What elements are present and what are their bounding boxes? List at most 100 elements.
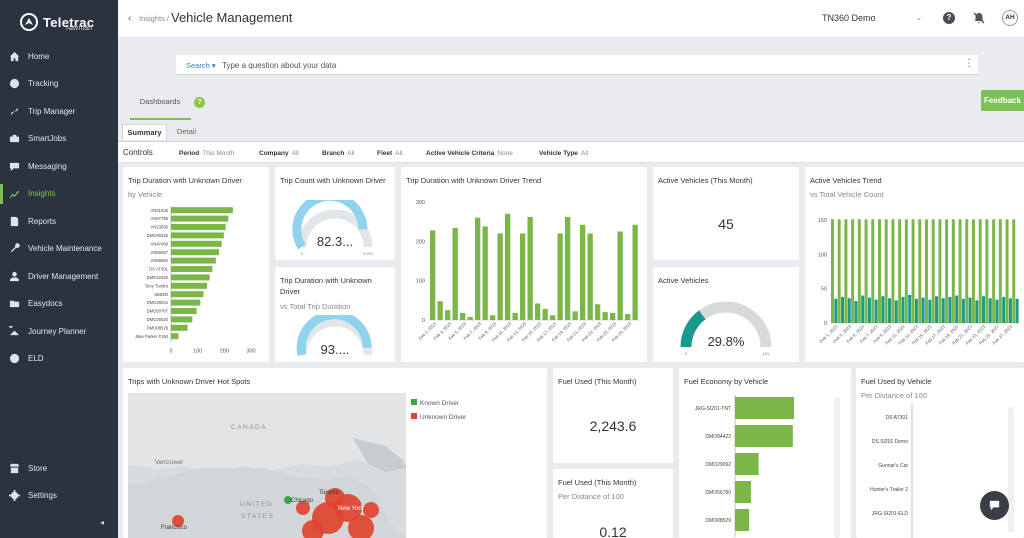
tab-summary[interactable]: Summary: [122, 124, 167, 140]
filter-value: All: [347, 150, 355, 157]
header: ‹ Insights / Vehicle Management TN360 De…: [118, 0, 1024, 38]
sidebar-item-reports[interactable]: Reports: [0, 211, 118, 231]
bar: [982, 296, 986, 323]
card-fuel-economy[interactable]: Fuel Economy by Vehicle JRG-SI201-TNT DMO…: [679, 368, 851, 538]
search-scope-dropdown[interactable]: Search ▾: [186, 61, 216, 70]
notifications-off-icon[interactable]: [972, 11, 986, 25]
briefcase-icon: [8, 133, 20, 145]
avatar[interactable]: AH: [1002, 10, 1018, 26]
search-input[interactable]: [222, 58, 922, 72]
bar: [171, 333, 179, 340]
bar: [587, 233, 593, 320]
map-label-chicago: Chicago: [291, 498, 314, 504]
card-active-vehicles[interactable]: Active Vehicles 29.8% 0 151: [653, 267, 799, 362]
account-selector[interactable]: TN360 Demo: [822, 13, 876, 23]
gauge-track: [297, 209, 373, 248]
card-hot-spots[interactable]: Trips with Unknown Driver Hot Spots CANA…: [123, 368, 547, 538]
tick-label: 100: [193, 348, 202, 354]
gauge-value: 93....: [321, 342, 350, 357]
bar: [951, 219, 955, 323]
bar: [861, 295, 865, 323]
legend-swatch-unknown: [411, 413, 417, 419]
tab-detail[interactable]: Detail: [176, 127, 197, 136]
sidebar-item-tracking[interactable]: Tracking: [0, 74, 118, 94]
bar: [935, 296, 939, 323]
breadcrumb[interactable]: Insights /: [139, 14, 170, 23]
bar: [171, 291, 204, 298]
gauge-value: 82.3...: [317, 234, 353, 249]
bar: [975, 300, 979, 323]
feedback-button[interactable]: Feedback: [981, 90, 1024, 111]
sidebar-item-driver-management[interactable]: Driver Management: [0, 266, 118, 286]
logo[interactable]: Teletrac: [20, 9, 94, 35]
back-icon[interactable]: ‹: [128, 13, 132, 24]
bar: [490, 315, 496, 320]
filter-fleet[interactable]: Fleet All: [377, 150, 402, 157]
sidebar-item-smartjobs[interactable]: SmartJobs: [0, 129, 118, 149]
chart-fuel-used-by-vehicle: DS AT301 DS SI201 Demo Gunnar's Car Hunter'…: [870, 403, 1014, 538]
dashboards-help-icon[interactable]: ?: [194, 97, 205, 108]
planner-icon: [8, 325, 20, 337]
card-trip-count[interactable]: Trip Count with Unknown Driver 82.3... 0 0…: [275, 167, 395, 260]
card-fuel-used-month[interactable]: Fuel Used (This Month) 2,243.6: [553, 368, 673, 463]
sidebar-item-store[interactable]: Store: [0, 458, 118, 478]
bar: [171, 207, 233, 214]
map-label-vancouver: Vancouver: [155, 460, 183, 466]
help-icon[interactable]: ?: [943, 12, 955, 24]
filter-branch[interactable]: Branch All: [322, 150, 355, 157]
hot-spots-map[interactable]: CANADA Vancouver UNITED STATES Chicago T…: [123, 368, 547, 538]
bar: [557, 233, 563, 320]
card-title: Trip Duration with Unknown Driver: [280, 276, 372, 296]
card-title: Trip Duration with Unknown Driver Trend: [406, 176, 542, 185]
sidebar-item-easydocs[interactable]: Easydocs: [0, 294, 118, 314]
filter-label: Vehicle Type: [539, 150, 578, 157]
filter-label: Company: [259, 150, 289, 157]
sidebar-item-vehicle-maintenance[interactable]: Vehicle Maintenance: [0, 239, 118, 259]
card-trip-duration-by-vehicle[interactable]: Trip Duration with Unknown Driver by Veh…: [123, 167, 269, 362]
tick-label: 300: [246, 348, 255, 354]
bar: [878, 219, 881, 323]
card-title: Trips with Unknown Driver Hot Spots: [128, 377, 251, 386]
sidebar-item-label: Store: [28, 463, 48, 473]
card-title: Trip Count with Unknown Driver: [280, 176, 386, 185]
card-trip-duration-vs-total[interactable]: Trip Duration with Unknown Driver vs Tot…: [275, 267, 395, 362]
gauge-value: 29.8%: [708, 334, 745, 349]
bar: [580, 224, 586, 320]
sidebar-item-settings[interactable]: Settings: [0, 486, 118, 506]
bar: [908, 294, 912, 323]
filter-company[interactable]: Company All: [259, 150, 299, 157]
bar: [958, 219, 962, 323]
sidebar-item-journey-planner[interactable]: Journey Planner: [0, 321, 118, 341]
bar: [735, 425, 793, 447]
chart-trip-duration-by-vehicle: VN41535 VN67785 VN23595 DMO49225 VN47468 VN69…: [135, 206, 256, 354]
sidebar-item-eld[interactable]: ELD: [0, 349, 118, 369]
filter-period[interactable]: Period This Month: [179, 150, 234, 157]
card-active-vehicles-trend[interactable]: Active Vehicles Trend vs Total Vehicle C…: [805, 167, 1024, 362]
bar: [1012, 219, 1016, 323]
sidebar-item-messaging[interactable]: Messaging: [0, 156, 118, 176]
sidebar-item-home[interactable]: Home: [0, 46, 118, 66]
chevron-down-icon[interactable]: ⌄: [915, 12, 923, 22]
bar: [978, 219, 982, 323]
gauge-trip-duration: 93....: [296, 315, 373, 357]
tick-label: DMO25520: [147, 317, 169, 322]
sidebar-item-insights[interactable]: Insights: [0, 183, 118, 204]
sidebar-item-trip-manager[interactable]: Trip Manager: [0, 101, 118, 121]
bar: [985, 219, 989, 323]
tab-dashboards[interactable]: Dashboards: [139, 97, 181, 106]
filter-active-vehicle-criteria[interactable]: Active Vehicle Criteria None: [426, 150, 513, 157]
tick-label: VN47468: [151, 241, 169, 246]
collapse-sidebar-button[interactable]: ◂: [100, 518, 105, 527]
bar: [928, 299, 932, 323]
card-active-vehicles-month[interactable]: Active Vehicles (This Month) 45: [653, 167, 799, 260]
bar: [901, 296, 905, 323]
bar: [995, 299, 999, 323]
filter-vehicle-type[interactable]: Vehicle Type All: [539, 150, 588, 157]
tick-label: 0: [422, 318, 425, 324]
chat-support-button[interactable]: [980, 491, 1009, 520]
card-fuel-used-per-distance[interactable]: Fuel Used (This Month) Per Distance of 1…: [553, 469, 673, 538]
bar: [595, 304, 601, 320]
more-options-icon[interactable]: ⋮: [964, 58, 974, 69]
card-trip-duration-trend[interactable]: Trip Duration with Unknown Driver Trend …: [401, 167, 647, 362]
